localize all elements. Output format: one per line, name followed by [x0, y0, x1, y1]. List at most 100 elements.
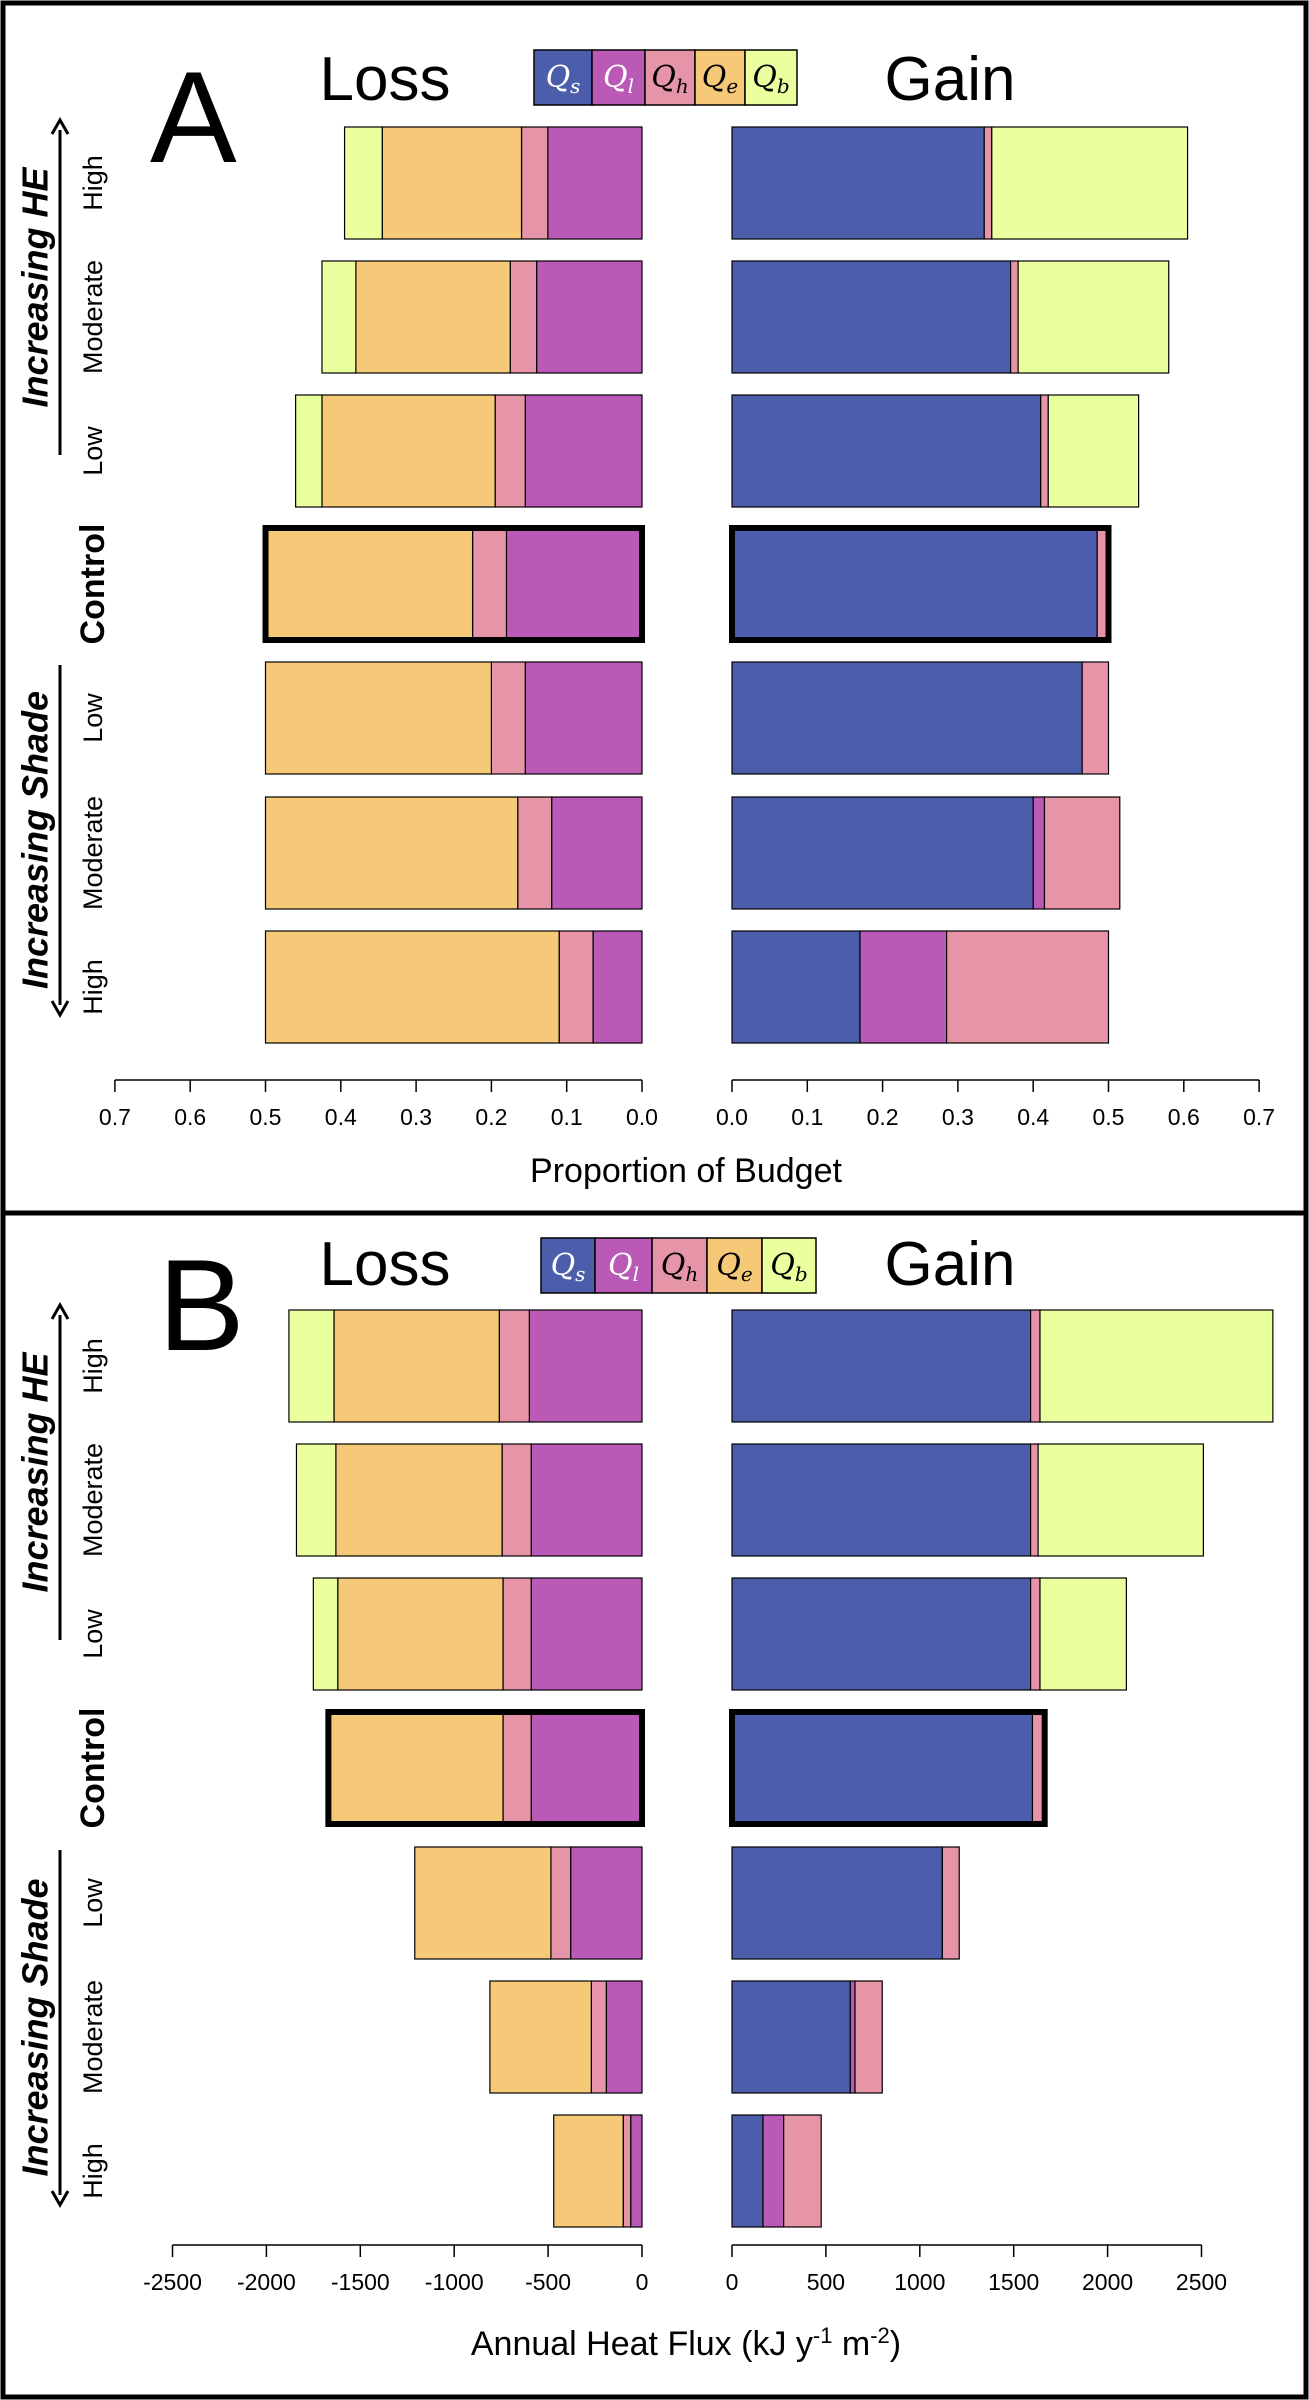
gain-title: Gain	[885, 1230, 1016, 1299]
legend-label-qh: Qh	[651, 60, 689, 98]
legend-swatch-qh	[651, 1237, 708, 1294]
bar-gain-qb-row1	[1037, 1443, 1204, 1557]
legend-label-qh: Qh	[661, 1248, 699, 1286]
bar-gain-ql-row5	[849, 1980, 856, 2094]
tick-label-gain: 0.7	[1243, 1104, 1275, 1130]
bar-loss-qh-row5	[517, 796, 553, 910]
bar-gain-qs-row4	[731, 1846, 943, 1960]
tick-label-gain: 0.2	[867, 1104, 899, 1130]
panel-label: B	[158, 1232, 245, 1378]
tick-label-loss: 0.5	[250, 1104, 282, 1130]
bar-loss-ql-row0	[547, 126, 643, 240]
bar-loss-qe-row2	[321, 394, 496, 508]
legend-label-qs: Qs	[546, 60, 581, 98]
bar-loss-ql-row5	[551, 796, 643, 910]
x-axis-label: Annual Heat Flux (kJ y-1 m-2)	[471, 2323, 901, 2363]
bar-loss-ql-row2	[524, 394, 643, 508]
bar-loss-qh-row5	[590, 1980, 607, 2094]
bar-loss-qe-row6	[264, 930, 560, 1044]
row-label: High	[78, 959, 108, 1015]
bar-gain-qb-row2	[1039, 1577, 1127, 1691]
bar-loss-qh-row4	[550, 1846, 572, 1960]
tick-label-loss: 0.7	[99, 1104, 131, 1130]
bar-gain-ql-row5	[1032, 796, 1046, 910]
bar-gain-qh-row6	[783, 2114, 822, 2228]
bar-loss-qb-row1	[321, 260, 357, 374]
bar-loss-qe-row3	[264, 527, 474, 641]
bar-loss-qh-row4	[490, 661, 526, 775]
row-label: High	[78, 2143, 108, 2199]
bar-loss-qe-row0	[381, 126, 523, 240]
tick-label-gain: 0.5	[1093, 1104, 1125, 1130]
legend-label-qe: Qe	[716, 1248, 752, 1286]
bar-loss-qe-row5	[489, 1980, 592, 2094]
bar-gain-ql-row6	[859, 930, 948, 1044]
bar-gain-qh-row4	[1081, 661, 1110, 775]
legend-swatch-qh	[644, 49, 696, 106]
bar-loss-qe-row3	[327, 1711, 504, 1825]
bar-loss-ql-row2	[530, 1577, 643, 1691]
legend-swatch-qb	[744, 49, 798, 106]
group-label-he: Increasing HE	[15, 166, 56, 407]
bar-gain-qh-row0	[1030, 1309, 1041, 1423]
bar-loss-ql-row6	[592, 930, 643, 1044]
tick-label-gain: 2500	[1176, 2269, 1227, 2295]
bar-gain-qh-row1	[1030, 1443, 1039, 1557]
panel-label: A	[150, 44, 237, 190]
bar-gain-qs-row5	[731, 796, 1034, 910]
legend-label-qb: Qb	[752, 60, 789, 98]
legend-label-qb: Qb	[770, 1248, 807, 1286]
bar-loss-ql-row5	[605, 1980, 643, 2094]
bar-loss-ql-row1	[535, 260, 643, 374]
bar-loss-ql-row4	[570, 1846, 643, 1960]
bar-loss-ql-row0	[528, 1309, 643, 1423]
x-axis-label: Proportion of Budget	[530, 1152, 842, 1190]
bar-gain-qh-row2	[1030, 1577, 1041, 1691]
legend-label-qe: Qe	[702, 60, 738, 98]
tick-label-loss: -500	[525, 2269, 571, 2295]
legend-swatch-qe	[706, 1237, 763, 1294]
tick-label-loss: 0.0	[626, 1104, 658, 1130]
tick-label-loss: 0.1	[551, 1104, 583, 1130]
bar-gain-ql-row6	[762, 2114, 785, 2228]
legend: Qs Ql Qh Qe Qb	[540, 1237, 817, 1294]
tick-label-loss: 0.6	[174, 1104, 206, 1130]
loss-title: Loss	[320, 1230, 451, 1299]
row-label: Moderate	[78, 796, 108, 910]
tick-label-loss: -1500	[331, 2269, 390, 2295]
bar-gain-qs-row0	[731, 1309, 1032, 1423]
row-label-control: Control	[74, 524, 112, 645]
bar-gain-qb-row1	[1017, 260, 1170, 374]
control-outline-gain	[729, 1709, 1048, 1827]
bar-loss-qb-row0	[343, 126, 383, 240]
row-label: Moderate	[78, 1980, 108, 2094]
tick-label-gain: 0.0	[716, 1104, 748, 1130]
tick-label-gain: 0.4	[1017, 1104, 1049, 1130]
tick-label-gain: 1500	[988, 2269, 1039, 2295]
bar-loss-qh-row6	[558, 930, 594, 1044]
bar-loss-ql-row6	[630, 2114, 643, 2228]
bar-gain-qb-row0	[1039, 1309, 1274, 1423]
tick-label-loss: -2500	[143, 2269, 202, 2295]
group-label-he: Increasing HE	[15, 1351, 56, 1592]
group-label-shade: Increasing Shade	[15, 691, 56, 989]
bar-loss-qe-row5	[264, 796, 519, 910]
row-label: Low	[78, 1609, 108, 1659]
bar-loss-ql-row1	[530, 1443, 643, 1557]
legend-swatch-qs	[533, 49, 593, 106]
tick-label-gain: 500	[807, 2269, 845, 2295]
bar-loss-qh-row0	[498, 1309, 530, 1423]
arrow-down-icon	[50, 2190, 70, 2209]
bar-gain-qh-row5	[854, 1980, 883, 2094]
arrow-up-icon	[50, 1301, 70, 1320]
bar-loss-qh-row1	[501, 1443, 532, 1557]
legend-label-ql: Ql	[608, 1248, 639, 1286]
arrow-down-icon	[50, 1000, 70, 1019]
bar-loss-qe-row0	[333, 1309, 500, 1423]
legend-swatch-ql	[594, 1237, 653, 1294]
panel-b: B Loss Gain Qs Ql Qh Qe Qb High Moderate Low Contro…	[15, 1230, 1274, 2363]
bar-loss-qe-row4	[264, 661, 492, 775]
bar-loss-qb-row0	[288, 1309, 335, 1423]
